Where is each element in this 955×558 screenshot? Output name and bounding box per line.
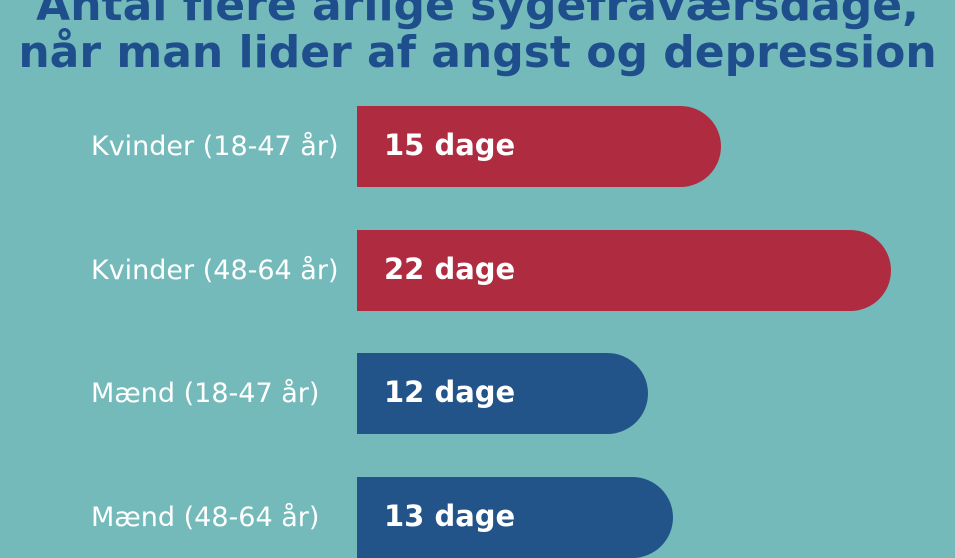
bar xyxy=(357,353,649,434)
category-label: Kvinder (18-47 år) xyxy=(91,131,339,162)
bar-row: Mænd (18-47 år) 12 dage xyxy=(0,353,955,434)
bar xyxy=(357,230,891,311)
category-label: Kvinder (48-64 år) xyxy=(91,255,339,286)
category-label: Mænd (18-47 år) xyxy=(91,378,320,409)
chart-title-line-2: når man lider af angst og depression xyxy=(18,27,937,78)
bar-row: Kvinder (18-47 år) 15 dage xyxy=(0,106,955,187)
category-label: Mænd (48-64 år) xyxy=(91,502,320,533)
bar xyxy=(357,106,722,187)
bar-chart: Kvinder (18-47 år) 15 dage Kvinder (48-64 … xyxy=(0,106,955,558)
value-label: 13 dage xyxy=(384,499,516,533)
bar-row: Kvinder (48-64 år) 22 dage xyxy=(0,230,955,311)
value-label: 22 dage xyxy=(384,252,516,286)
value-label: 12 dage xyxy=(384,375,516,409)
chart-title-line-1: Antal flere årlige sygefraværsdage, xyxy=(36,0,919,31)
value-label: 15 dage xyxy=(384,128,516,162)
bar-row: Mænd (48-64 år) 13 dage xyxy=(0,477,955,558)
